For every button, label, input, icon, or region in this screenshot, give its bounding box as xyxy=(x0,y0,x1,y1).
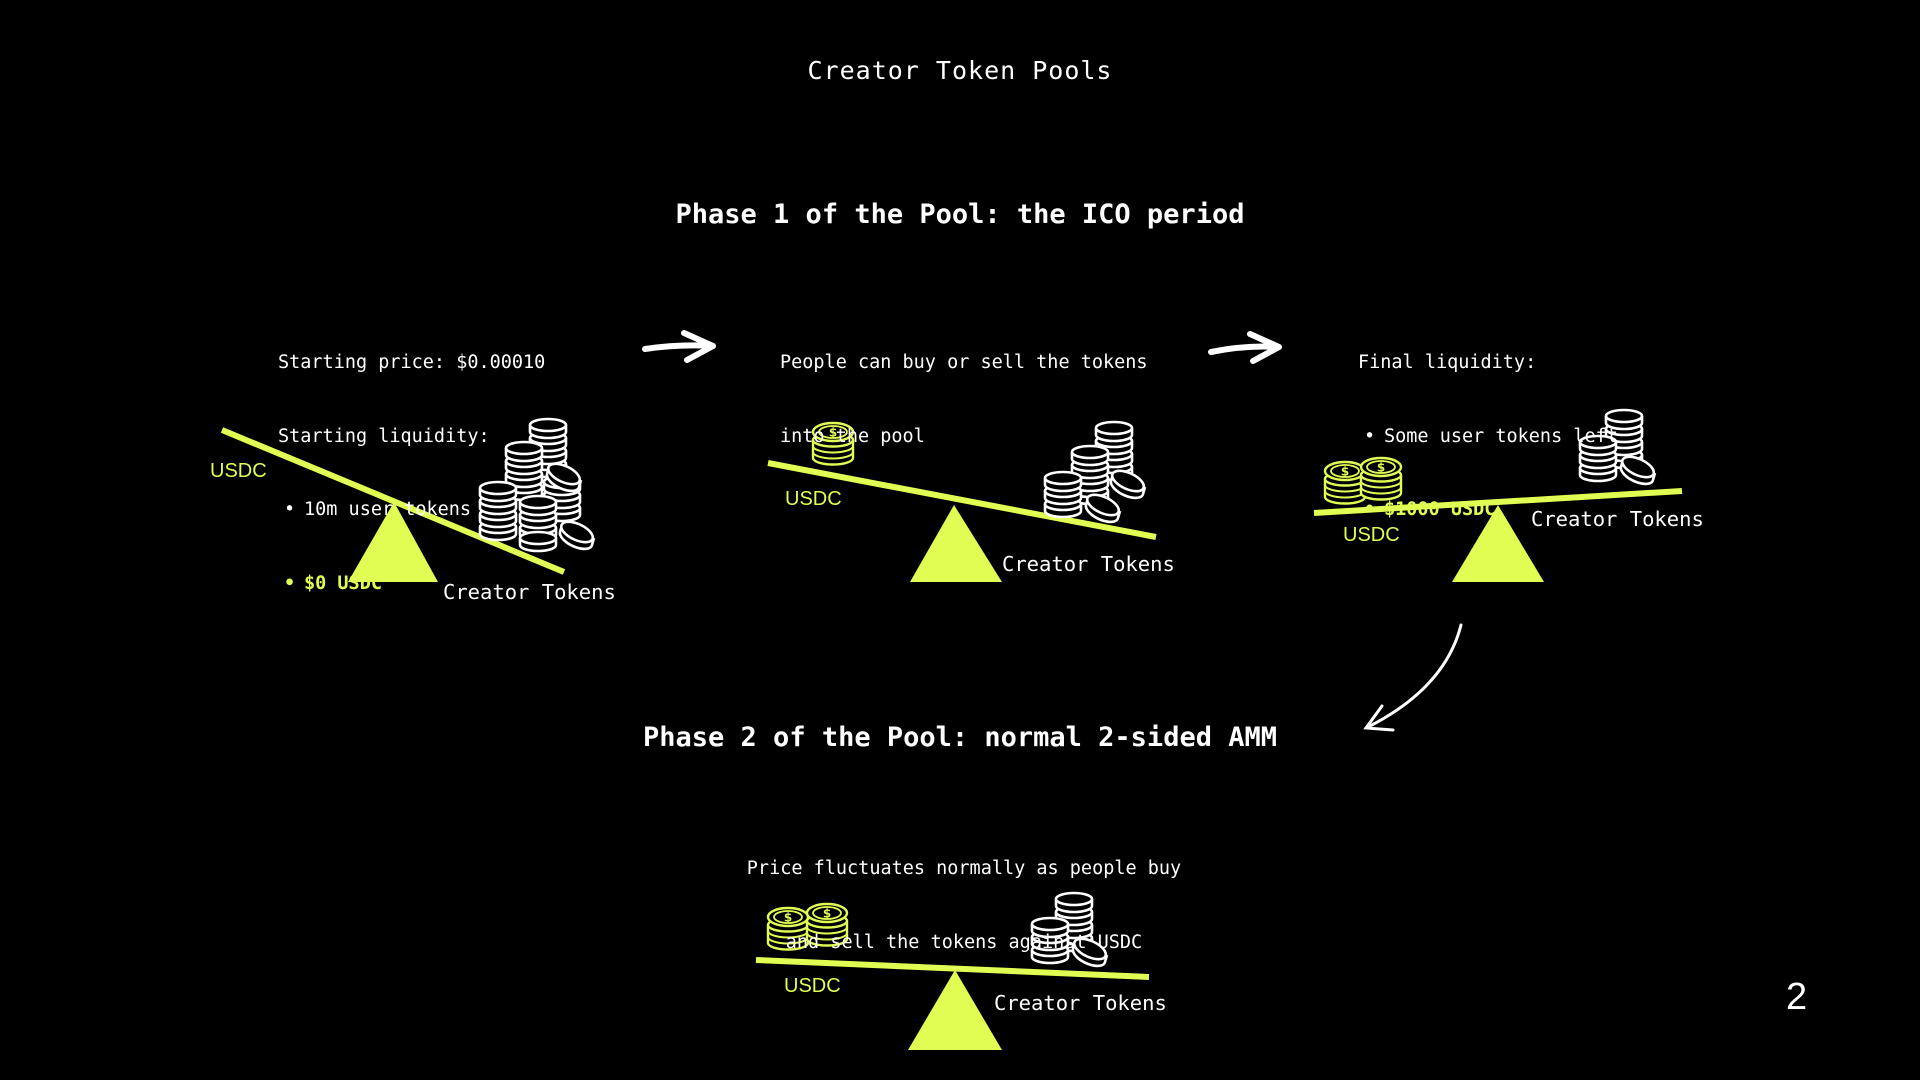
fulcrum-stage1 xyxy=(348,502,438,582)
stage2-line1: People can buy or sell the tokens xyxy=(780,352,1148,373)
page-number: 2 xyxy=(1786,976,1808,1018)
usdc-label-stage2: USDC xyxy=(785,488,842,510)
phase1-heading: Phase 1 of the Pool: the ICO period xyxy=(675,199,1245,230)
page-title: Creator Token Pools xyxy=(807,56,1113,85)
phase2-heading: Phase 2 of the Pool: normal 2-sided AMM xyxy=(643,722,1277,753)
bullet-user-tokens: 10m user tokens xyxy=(278,498,545,523)
phase2-info: Price fluctuates normally as people buy … xyxy=(0,808,1920,980)
fulcrum-phase2 xyxy=(908,970,1002,1050)
phase2-line1: Price fluctuates normally as people buy xyxy=(746,858,1182,879)
fulcrum-stage3 xyxy=(1452,505,1544,582)
tokens-label-phase2: Creator Tokens xyxy=(994,991,1167,1015)
tokens-label-stage1: Creator Tokens xyxy=(443,580,616,604)
arrow-right-1 xyxy=(642,330,716,363)
stage3-info: Final liquidity: Some user tokens left $… xyxy=(1358,302,1618,547)
usdc-label-phase2: USDC xyxy=(784,975,841,997)
final-liquidity: Final liquidity: xyxy=(1358,352,1537,373)
bullet-usdc-final: $1000 USDC xyxy=(1358,498,1618,523)
starting-liquidity: Starting liquidity: xyxy=(278,425,490,447)
fulcrum-stage2 xyxy=(910,505,1002,582)
bullet-usdc-amount: $0 USDC xyxy=(278,572,545,597)
usdc-label-stage3: USDC xyxy=(1343,524,1400,546)
phase2-line2: and sell the tokens against USDC xyxy=(785,931,1143,953)
stage1-info: Starting price: $0.00010 Starting liquid… xyxy=(278,302,545,621)
tokens-label-stage2: Creator Tokens xyxy=(1002,552,1175,576)
tokens-label-stage3: Creator Tokens xyxy=(1531,507,1704,531)
arrow-right-2 xyxy=(1208,331,1282,364)
starting-price: Starting price: $0.00010 xyxy=(278,352,546,373)
bullet-user-tokens-left: Some user tokens left xyxy=(1358,425,1618,450)
seesaw-beam-phase2 xyxy=(755,957,1150,980)
stage2-line2: into the pool xyxy=(780,425,925,447)
stage2-info: People can buy or sell the tokens into t… xyxy=(780,302,1148,474)
arrow-curved-down xyxy=(1363,623,1463,732)
seesaw-beam-stage2 xyxy=(767,460,1157,540)
usdc-label-stage1: USDC xyxy=(210,460,267,482)
